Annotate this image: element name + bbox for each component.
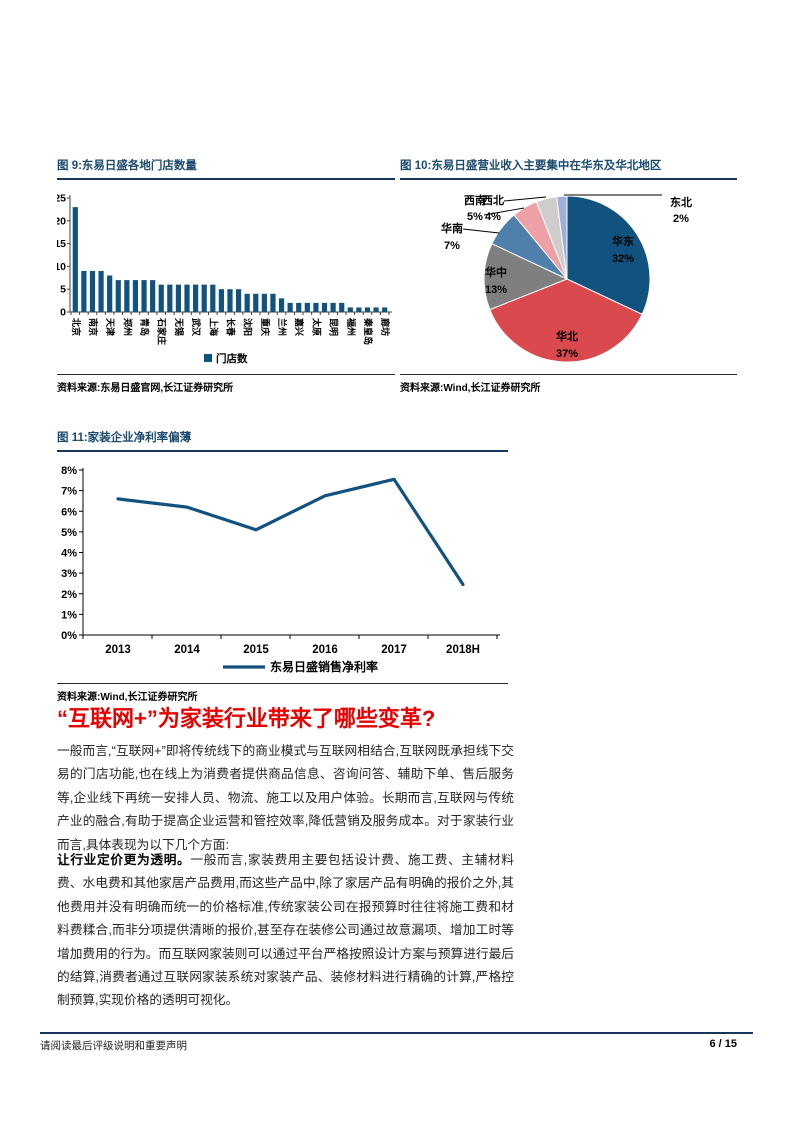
svg-text:武汉: 武汉 — [191, 318, 202, 337]
svg-text:2017: 2017 — [381, 644, 407, 656]
figure-9-source: 资料来源:东易日盛官网,长江证券研究所 — [57, 374, 395, 394]
svg-text:华北: 华北 — [556, 329, 578, 343]
svg-text:天津: 天津 — [105, 318, 116, 336]
svg-text:32%: 32% — [612, 253, 634, 265]
footer-disclaimer: 请阅读最后评级说明和重要声明 — [40, 1040, 187, 1052]
svg-text:8%: 8% — [61, 465, 77, 477]
svg-text:东易日盛销售净利率: 东易日盛销售净利率 — [270, 659, 378, 674]
svg-text:10: 10 — [57, 261, 66, 273]
svg-text:5%: 5% — [467, 211, 483, 223]
svg-text:秦皇岛: 秦皇岛 — [363, 317, 374, 345]
svg-text:4%: 4% — [485, 211, 501, 223]
figure-9: 图 9:东易日盛各地门店数量 0 5 10 15 20 25 北京 南京 天津 郑州 青岛 石家庄 无锡… — [57, 159, 395, 394]
svg-text:华南: 华南 — [441, 221, 463, 235]
svg-text:西北: 西北 — [482, 193, 504, 207]
svg-text:13%: 13% — [485, 284, 507, 296]
svg-text:37%: 37% — [556, 348, 578, 360]
svg-text:25: 25 — [57, 193, 66, 205]
page-number: 6 / 15 — [709, 1038, 737, 1050]
svg-text:4%: 4% — [61, 548, 77, 560]
svg-text:上海: 上海 — [208, 318, 219, 336]
svg-text:北京: 北京 — [71, 318, 82, 336]
svg-text:廊坊: 廊坊 — [380, 318, 391, 336]
svg-text:2018H: 2018H — [446, 644, 480, 656]
svg-text:20: 20 — [57, 215, 66, 227]
svg-text:重庆: 重庆 — [260, 318, 271, 336]
svg-text:0%: 0% — [61, 630, 77, 642]
svg-text:嘉兴: 嘉兴 — [294, 317, 305, 336]
svg-text:无锡: 无锡 — [174, 317, 185, 336]
svg-text:2%: 2% — [673, 213, 689, 225]
body-paragraph-2: 让行业定价更为透明。一般而言,家装费用主要包括设计费、施工费、主辅材料费、水电费… — [57, 849, 514, 1013]
svg-text:2016: 2016 — [312, 644, 338, 656]
svg-text:青岛: 青岛 — [140, 318, 151, 336]
svg-text:5%: 5% — [61, 527, 77, 539]
svg-text:华东: 华东 — [612, 234, 634, 248]
svg-text:沈阳: 沈阳 — [243, 318, 254, 336]
net-margin-line-chart: 0% 1% 2% 3% 4% 5% 6% 7% 8% 2013 2014 2015 2016 2017 20… — [61, 465, 500, 674]
svg-text:东北: 东北 — [670, 195, 692, 209]
svg-text:太原: 太原 — [311, 317, 322, 336]
svg-text:华中: 华中 — [485, 265, 507, 279]
body-paragraph-1: 一般而言,“互联网+”即将传统线下的商业模式与互联网相结合,互联网既承担线下交易… — [57, 744, 514, 852]
svg-text:昆明: 昆明 — [329, 318, 339, 336]
figure-10-source: 资料来源:Wind,长江证券研究所 — [400, 374, 737, 394]
svg-text:2015: 2015 — [243, 644, 269, 656]
svg-text:郑州: 郑州 — [122, 318, 133, 336]
paragraph-2-text: 一般而言,家装费用主要包括设计费、施工费、主辅材料费、水电费和其他家居产品费用,… — [57, 853, 514, 1008]
svg-text:2%: 2% — [61, 589, 77, 601]
svg-text:0: 0 — [60, 307, 66, 319]
section-heading: “互联网+”为家装行业带来了哪些变革? — [57, 706, 436, 731]
svg-text:兰州: 兰州 — [277, 318, 288, 336]
figure-9-title: 图 9:东易日盛各地门店数量 — [57, 159, 395, 180]
footer-divider — [40, 1032, 753, 1034]
svg-text:15: 15 — [57, 238, 66, 250]
svg-text:福州: 福州 — [346, 317, 357, 336]
svg-text:石家庄: 石家庄 — [157, 317, 168, 345]
svg-text:1%: 1% — [61, 609, 77, 621]
svg-text:长春: 长春 — [226, 318, 237, 337]
figure-10-title: 图 10:东易日盛营业收入主要集中在华东及华北地区 — [400, 159, 737, 180]
svg-text:6%: 6% — [61, 506, 77, 518]
svg-text:5: 5 — [60, 284, 66, 296]
svg-text:西南: 西南 — [464, 193, 486, 207]
store-count-bar-chart: 0 5 10 15 20 25 北京 南京 天津 郑州 青岛 石家庄 无锡 武汉 上海 长春 沈阳 重庆 兰州 嘉兴太… — [57, 193, 392, 365]
paragraph-2-bold-lead: 让行业定价更为透明。 — [57, 853, 191, 867]
svg-text:南京: 南京 — [88, 318, 99, 336]
svg-text:3%: 3% — [61, 568, 77, 580]
svg-text:门店数: 门店数 — [216, 352, 248, 365]
svg-text:2014: 2014 — [174, 644, 200, 656]
svg-text:7%: 7% — [444, 240, 460, 252]
svg-text:7%: 7% — [61, 486, 77, 498]
revenue-region-pie-chart: 华东 32% 华北 37% 华中 13% 华南 7% 西南 5% 西北 4% 东北 2% — [441, 193, 692, 363]
figure-10: 图 10:东易日盛营业收入主要集中在华东及华北地区 华东 32% 华北 37% 华中 13… — [400, 159, 737, 394]
figure-11-source: 资料来源:Wind,长江证券研究所 — [57, 683, 508, 703]
figure-11: 图 11:家装企业净利率偏薄 0% 1% 2% 3% 4% 5% 6% 7% 8% 2013 201… — [57, 431, 508, 703]
figure-11-title: 图 11:家装企业净利率偏薄 — [57, 431, 508, 452]
footer: 请阅读最后评级说明和重要声明 6 / 15 — [40, 1038, 737, 1053]
svg-text:2013: 2013 — [105, 644, 131, 656]
